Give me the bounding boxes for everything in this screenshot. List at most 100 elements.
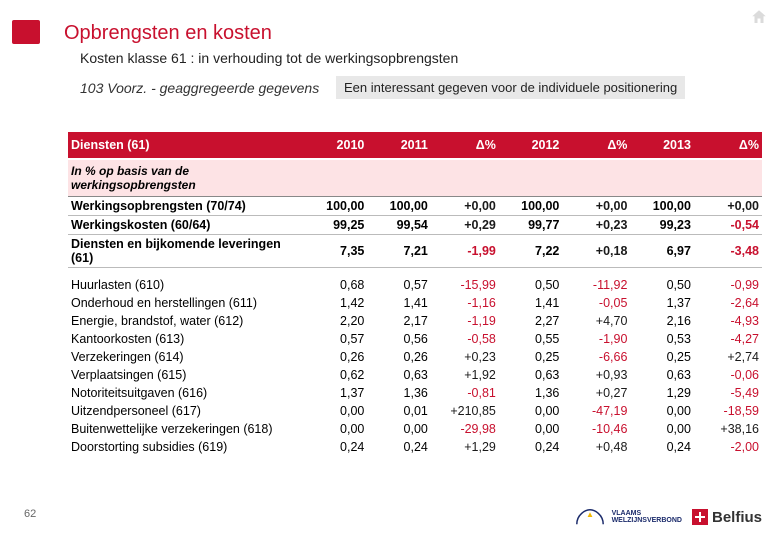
belfius-text: Belfius (712, 509, 762, 526)
delta-cell: -2,64 (694, 294, 762, 312)
delta-cell: -5,49 (694, 384, 762, 402)
value-cell: 0,00 (367, 420, 431, 438)
value-cell: 2,17 (367, 312, 431, 330)
value-cell: 0,50 (630, 276, 694, 294)
value-cell: 0,25 (630, 348, 694, 366)
value-cell: 0,24 (630, 438, 694, 456)
table-row: Buitenwettelijke verzekeringen (618) 0,0… (68, 420, 762, 438)
table-row: Kantoorkosten (613) 0,57 0,56 -0,58 0,55… (68, 330, 762, 348)
value-cell: 99,25 (304, 216, 368, 235)
delta-cell: -11,92 (562, 276, 630, 294)
table-row: Diensten en bijkomende leveringen (61) 7… (68, 235, 762, 268)
page-subtitle: Kosten klasse 61 : in verhouding tot de … (80, 50, 458, 66)
row-label: Kantoorkosten (613) (68, 330, 304, 348)
value-cell: 2,20 (304, 312, 368, 330)
delta-cell: -4,27 (694, 330, 762, 348)
home-icon[interactable] (750, 8, 768, 26)
delta-cell: +0,00 (562, 197, 630, 216)
value-cell: 0,00 (304, 402, 368, 420)
delta-cell: -1,16 (431, 294, 499, 312)
delta-cell: -1,19 (431, 312, 499, 330)
delta-cell: +0,29 (431, 216, 499, 235)
row-label: Werkingskosten (60/64) (68, 216, 304, 235)
col-header: Diensten (61) (68, 132, 304, 159)
row-label: Notoriteitsuitgaven (616) (68, 384, 304, 402)
value-cell: 0,01 (367, 402, 431, 420)
value-cell: 0,24 (499, 438, 563, 456)
delta-cell: -10,46 (562, 420, 630, 438)
value-cell: 100,00 (367, 197, 431, 216)
value-cell: 100,00 (630, 197, 694, 216)
belfius-icon (692, 509, 708, 525)
col-header: Δ% (694, 132, 762, 159)
row-label: Werkingsopbrengsten (70/74) (68, 197, 304, 216)
table-row: Verzekeringen (614) 0,26 0,26 +0,23 0,25… (68, 348, 762, 366)
value-cell: 0,00 (499, 402, 563, 420)
value-cell: 0,63 (367, 366, 431, 384)
value-cell: 0,00 (630, 402, 694, 420)
col-header: 2010 (304, 132, 368, 159)
table-row: Werkingskosten (60/64) 99,25 99,54 +0,29… (68, 216, 762, 235)
delta-cell: -6,66 (562, 348, 630, 366)
value-cell: 1,37 (630, 294, 694, 312)
value-cell: 0,63 (499, 366, 563, 384)
delta-cell: +0,27 (562, 384, 630, 402)
delta-cell: +38,16 (694, 420, 762, 438)
value-cell: 1,36 (367, 384, 431, 402)
belfius-logo: Belfius (692, 509, 762, 526)
value-cell: 0,00 (499, 420, 563, 438)
value-cell: 0,00 (304, 420, 368, 438)
page-title: Opbrengsten en kosten (64, 22, 272, 45)
delta-cell: -29,98 (431, 420, 499, 438)
value-cell: 1,42 (304, 294, 368, 312)
table-row: Werkingsopbrengsten (70/74) 100,00 100,0… (68, 197, 762, 216)
value-cell: 0,26 (367, 348, 431, 366)
value-cell: 100,00 (304, 197, 368, 216)
delta-cell: +0,00 (694, 197, 762, 216)
value-cell: 0,24 (304, 438, 368, 456)
delta-cell: +1,29 (431, 438, 499, 456)
delta-cell: -0,54 (694, 216, 762, 235)
delta-cell: -1,99 (431, 235, 499, 268)
value-cell: 0,57 (304, 330, 368, 348)
value-cell: 7,22 (499, 235, 563, 268)
value-cell: 0,55 (499, 330, 563, 348)
table-row: Verplaatsingen (615) 0,62 0,63 +1,92 0,6… (68, 366, 762, 384)
delta-cell: +1,92 (431, 366, 499, 384)
table-row: Doorstorting subsidies (619) 0,24 0,24 +… (68, 438, 762, 456)
table-row: Uitzendpersoneel (617) 0,00 0,01 +210,85… (68, 402, 762, 420)
delta-cell: +210,85 (431, 402, 499, 420)
row-label: Huurlasten (610) (68, 276, 304, 294)
delta-cell: +0,23 (562, 216, 630, 235)
value-cell: 100,00 (499, 197, 563, 216)
value-cell: 0,25 (499, 348, 563, 366)
delta-cell: -15,99 (431, 276, 499, 294)
value-cell: 0,57 (367, 276, 431, 294)
row-label: Energie, brandstof, water (612) (68, 312, 304, 330)
table-row: Notoriteitsuitgaven (616) 1,37 1,36 -0,8… (68, 384, 762, 402)
page-number: 62 (24, 508, 36, 520)
delta-cell: +0,18 (562, 235, 630, 268)
value-cell: 99,54 (367, 216, 431, 235)
value-cell: 1,41 (499, 294, 563, 312)
value-cell: 0,26 (304, 348, 368, 366)
value-cell: 6,97 (630, 235, 694, 268)
delta-cell: -0,06 (694, 366, 762, 384)
table-subhead: In % op basis van de werkingsopbrengsten (68, 159, 762, 197)
delta-cell: -0,58 (431, 330, 499, 348)
value-cell: 0,68 (304, 276, 368, 294)
value-cell: 99,77 (499, 216, 563, 235)
value-cell: 1,41 (367, 294, 431, 312)
value-cell: 2,27 (499, 312, 563, 330)
row-label: Diensten en bijkomende leveringen (61) (68, 235, 304, 268)
row-label: Buitenwettelijke verzekeringen (618) (68, 420, 304, 438)
delta-cell: -47,19 (562, 402, 630, 420)
col-header: 2011 (367, 132, 431, 159)
value-cell: 0,53 (630, 330, 694, 348)
table-row: Onderhoud en herstellingen (611) 1,42 1,… (68, 294, 762, 312)
delta-cell: +0,48 (562, 438, 630, 456)
row-label: Verplaatsingen (615) (68, 366, 304, 384)
delta-cell: -0,99 (694, 276, 762, 294)
row-label: Onderhoud en herstellingen (611) (68, 294, 304, 312)
col-header: Δ% (562, 132, 630, 159)
